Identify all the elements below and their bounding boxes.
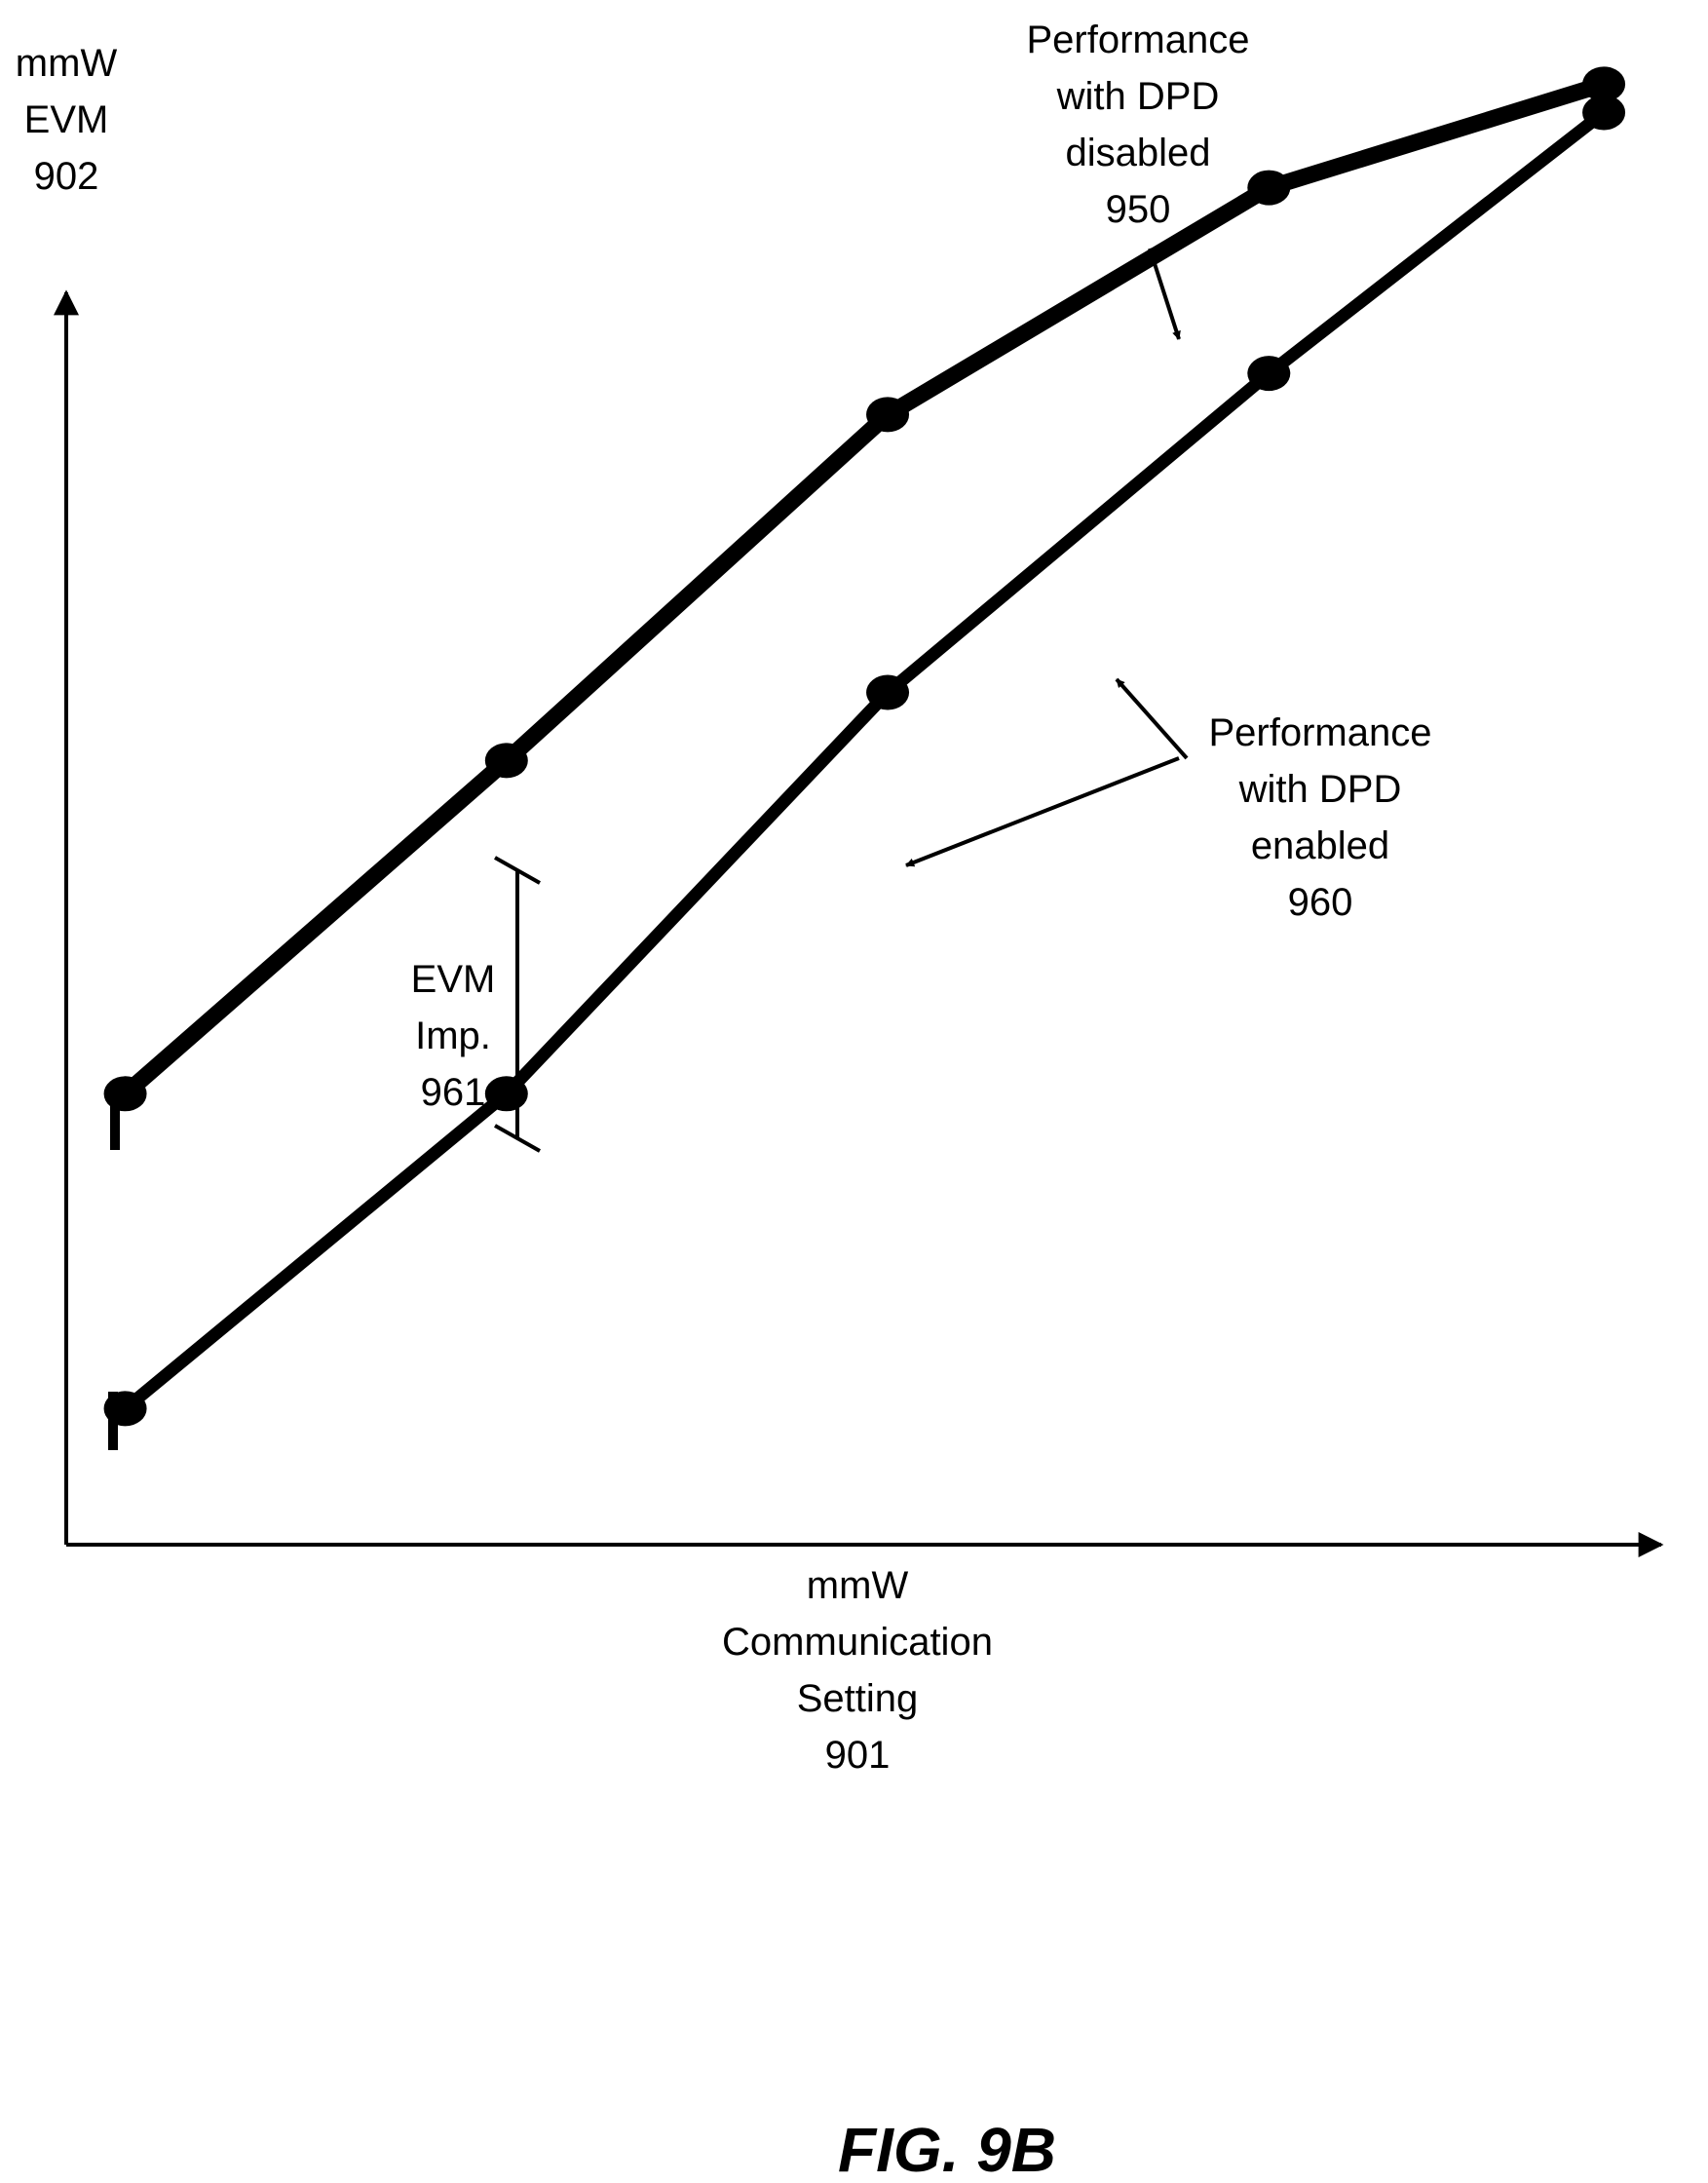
- series-line-dpd-enabled: [119, 106, 1611, 1415]
- series-dpd-disabled: [103, 66, 1626, 1112]
- label-line: with DPD: [1056, 75, 1220, 118]
- label-line: EVM: [411, 958, 496, 1001]
- data-point: [866, 674, 910, 710]
- y-axis-label: mmW EVM 902: [16, 42, 118, 198]
- arrow-dpd-enabled-upper: [1115, 677, 1189, 760]
- annotation-evm-improvement: EVM Imp. 961: [411, 958, 496, 1114]
- figure-caption: FIG. 9B: [838, 2115, 1056, 2183]
- data-point: [1247, 356, 1291, 392]
- arrow-dpd-enabled-lower: [905, 756, 1180, 867]
- label-line: mmW: [16, 42, 118, 85]
- label-line: 902: [34, 155, 99, 198]
- annotation-dpd-disabled: Performance with DPD disabled 950: [1027, 19, 1250, 231]
- label-line: Setting: [797, 1677, 919, 1720]
- label-line: mmW: [807, 1564, 909, 1607]
- label-line: 901: [825, 1734, 891, 1777]
- label-line: Communication: [722, 1621, 993, 1664]
- evm-improvement-bottom-tick: [494, 1124, 541, 1153]
- label-line: 961: [421, 1071, 486, 1114]
- series-dpd-enabled: [103, 95, 1626, 1427]
- label-line: Imp.: [415, 1015, 491, 1057]
- evm-improvement-marker: [494, 856, 541, 1153]
- label-line: with DPD: [1238, 768, 1402, 811]
- label-line: EVM: [24, 98, 109, 141]
- data-point: [484, 743, 528, 779]
- x-axis-label: mmW Communication Setting 901: [722, 1564, 993, 1777]
- data-point: [866, 397, 910, 433]
- data-point: [1582, 95, 1626, 131]
- label-line: 950: [1106, 188, 1171, 231]
- label-line: enabled: [1251, 824, 1389, 867]
- data-point: [1247, 170, 1291, 206]
- evm-improvement-top-tick: [494, 856, 541, 885]
- label-line: Performance: [1209, 711, 1432, 754]
- label-line: 960: [1288, 881, 1353, 924]
- series-line-dpd-disabled: [117, 75, 1613, 1102]
- data-point: [484, 1076, 528, 1112]
- data-point: [1582, 66, 1626, 102]
- label-line: disabled: [1065, 132, 1210, 174]
- label-line: Performance: [1027, 19, 1250, 61]
- annotation-dpd-enabled: Performance with DPD enabled 960: [1209, 711, 1432, 924]
- arrow-dpd-disabled: [1148, 248, 1181, 340]
